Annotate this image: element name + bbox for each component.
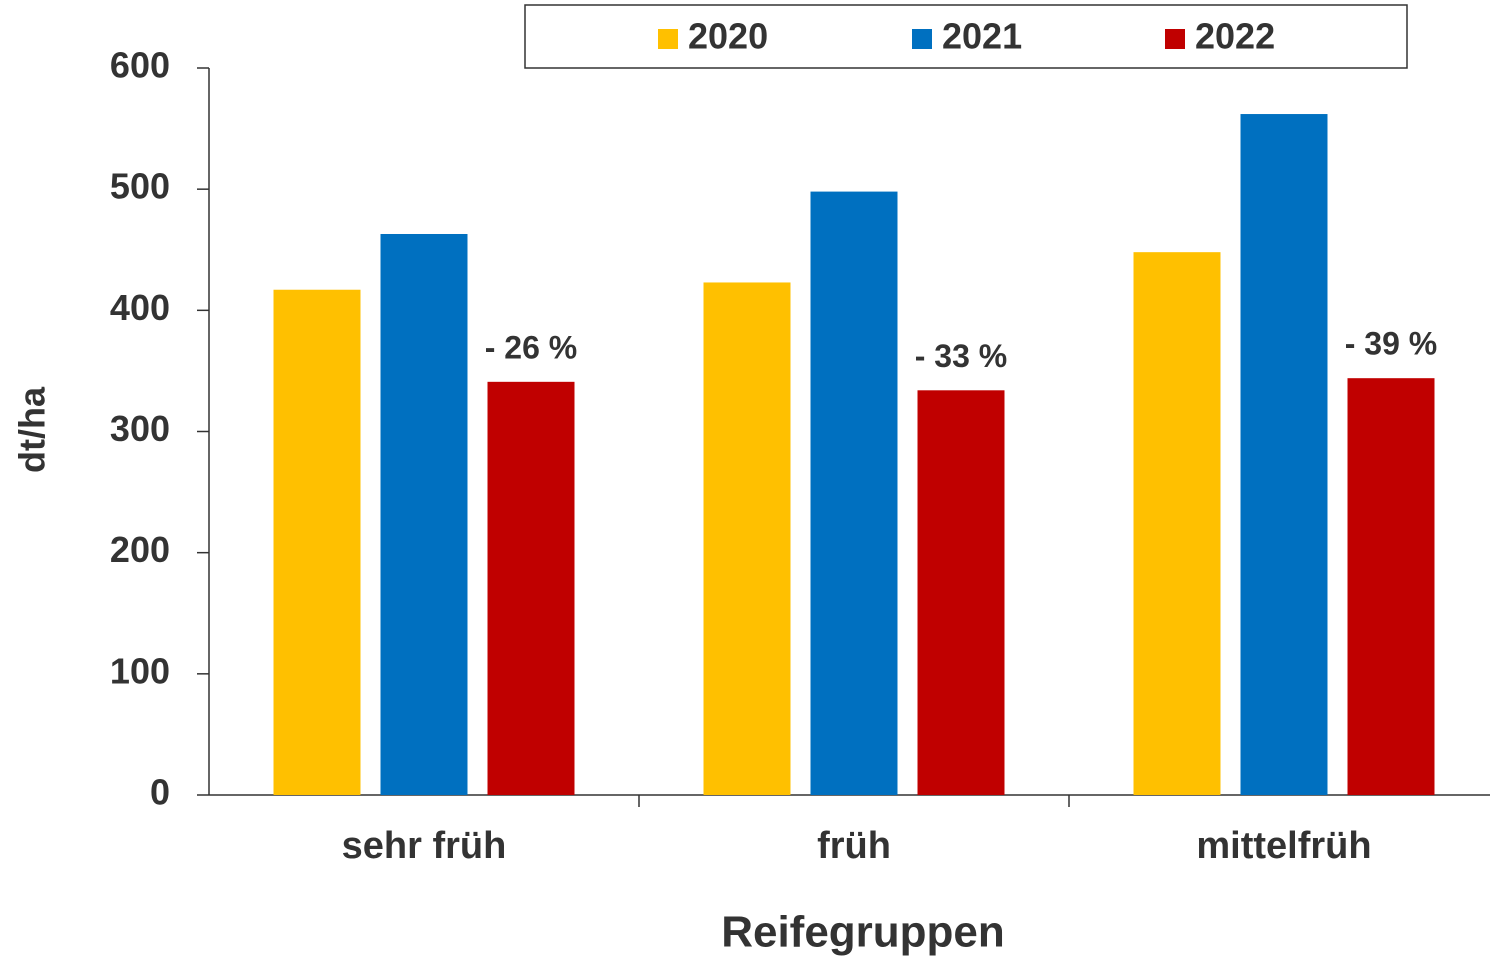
legend-swatch — [1165, 29, 1185, 49]
y-tick-label: 300 — [110, 408, 170, 449]
bar — [1133, 252, 1221, 795]
bar — [810, 191, 898, 796]
y-tick-label: 400 — [110, 287, 170, 328]
y-tick-label: 200 — [110, 529, 170, 570]
x-axis-title: Reifegruppen — [721, 908, 1005, 957]
bar — [703, 282, 791, 796]
annotation: - 26 % — [485, 329, 577, 365]
y-tick-label: 0 — [150, 772, 170, 813]
y-tick-label: 600 — [110, 45, 170, 86]
legend-swatch — [658, 29, 678, 49]
y-axis-title: dt/ha — [12, 386, 53, 473]
x-tick-label: mittelfrüh — [1196, 825, 1371, 867]
bar — [1347, 378, 1435, 795]
legend-label: 2021 — [942, 16, 1022, 57]
y-tick-label: 500 — [110, 166, 170, 207]
bar — [917, 390, 1005, 795]
x-tick-label: früh — [817, 825, 891, 867]
legend-label: 2022 — [1195, 16, 1275, 57]
bar — [487, 381, 575, 795]
bar — [1240, 114, 1328, 795]
legend-label: 2020 — [688, 16, 768, 57]
bar — [273, 289, 361, 795]
annotation: - 39 % — [1345, 326, 1437, 362]
annotation: - 33 % — [915, 338, 1007, 374]
legend-swatch — [912, 29, 932, 49]
bar — [380, 233, 468, 795]
x-tick-label: sehr früh — [342, 825, 507, 867]
y-tick-label: 100 — [110, 650, 170, 691]
